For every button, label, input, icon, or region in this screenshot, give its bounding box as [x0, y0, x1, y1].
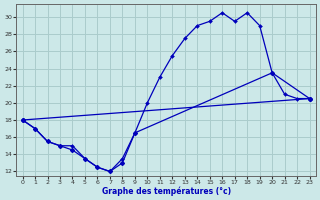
X-axis label: Graphe des températures (°c): Graphe des températures (°c) [101, 186, 231, 196]
